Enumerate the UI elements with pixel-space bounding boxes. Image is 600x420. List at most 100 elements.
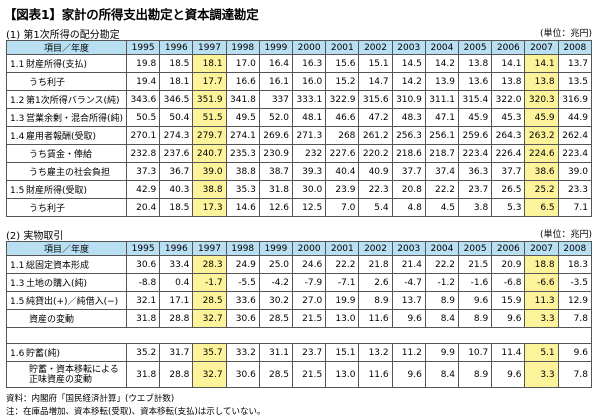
table-cell: 261.2 bbox=[358, 126, 393, 145]
table-cell: 8.4 bbox=[424, 309, 460, 328]
table-cell: 16.1 bbox=[258, 72, 294, 91]
table-cell: 12.6 bbox=[258, 198, 294, 217]
table-cell: 45.9 bbox=[458, 108, 493, 127]
table-cell: -1.2 bbox=[424, 273, 460, 292]
table-cell: 333.1 bbox=[292, 90, 327, 109]
table-cell: -3.5 bbox=[557, 273, 593, 292]
table-cell: 31.7 bbox=[159, 343, 194, 362]
row-label-text: 総固定資本形成 bbox=[26, 261, 90, 271]
table-cell: 39.0 bbox=[557, 162, 593, 181]
real-transactions-table: 項目／年度 1995 1996 1997 1998 1999 2000 2001 2002 200… bbox=[6, 241, 593, 388]
row-label: うち利子 bbox=[6, 72, 127, 91]
table-cell: 13.6 bbox=[458, 72, 493, 91]
section-label-real-transactions: (2) 実物取引 bbox=[6, 231, 64, 242]
footnote: 注：在庫品増加、資本移転(受取)、資本移転(支払)は示していない。 bbox=[6, 407, 266, 417]
table-cell: 23.3 bbox=[557, 180, 593, 199]
table-cell: 22.2 bbox=[424, 255, 460, 274]
table-row: 1.6 貯蓄(純) 35.2 31.7 35.7 33.2 31.1 23.7 15.1 13.2… bbox=[6, 343, 593, 362]
table-cell: 18.5 bbox=[159, 54, 194, 73]
table-cell: 5.1 bbox=[524, 343, 559, 362]
table-row: 1.5 財産所得(受取) 42.9 40.3 38.8 35.3 31.8 30.0 23.9 2… bbox=[6, 180, 593, 199]
table-cell: 28.5 bbox=[258, 361, 294, 388]
table-cell: 14.1 bbox=[491, 54, 526, 73]
table-cell: 9.6 bbox=[557, 343, 593, 362]
row-label-text: 営業余剰・混合所得(純) bbox=[26, 114, 124, 124]
table-cell: 279.7 bbox=[192, 126, 227, 145]
table-cell: 30.6 bbox=[225, 361, 260, 388]
figure-title: 【図表1】家計の所得支出勘定と資本調達勘定 bbox=[4, 7, 259, 22]
table-cell: 264.3 bbox=[491, 126, 526, 145]
table-cell: 11.4 bbox=[491, 343, 526, 362]
year-header: 2002 bbox=[358, 40, 393, 55]
row-label: うち雇主の社会負担 bbox=[6, 162, 127, 181]
table-cell: 37.7 bbox=[491, 162, 526, 181]
row-label: 貯蓄・資本移転による 正味資産の変動 bbox=[6, 361, 127, 388]
table-row: うち利子 20.4 18.5 17.3 14.6 12.6 12.5 7.0 5.4 4.8 4.5… bbox=[6, 198, 593, 217]
table-cell: 15.2 bbox=[325, 72, 360, 91]
row-label-text: 貯蓄・資本移転による bbox=[29, 364, 119, 375]
table-cell: 28.8 bbox=[159, 361, 194, 388]
table-cell: 37.7 bbox=[391, 162, 426, 181]
table-cell: 5.3 bbox=[491, 198, 526, 217]
table-cell: 31.8 bbox=[258, 180, 294, 199]
table-cell: 8.9 bbox=[358, 291, 393, 310]
table-cell: 14.7 bbox=[358, 72, 393, 91]
table-cell: 13.7 bbox=[557, 54, 593, 73]
table-cell: 39.3 bbox=[292, 162, 327, 181]
table-cell: 19.4 bbox=[125, 72, 161, 91]
table-cell: 20.8 bbox=[391, 180, 426, 199]
table-cell: 227.6 bbox=[325, 144, 360, 163]
table-cell: 17.3 bbox=[192, 198, 227, 217]
table-cell: 13.0 bbox=[325, 361, 360, 388]
table-row: 貯蓄・資本移転による 正味資産の変動 31.8 28.8 32.7 30.6 28.5 21.… bbox=[6, 361, 593, 388]
table-cell: 268 bbox=[325, 126, 360, 145]
table-cell: 351.9 bbox=[192, 90, 227, 109]
table-row: 資産の変動 31.8 28.8 32.7 30.6 28.5 21.5 13.0 11.6 9.6… bbox=[6, 309, 593, 328]
table-cell: 8.9 bbox=[458, 309, 493, 328]
table-cell: 50.4 bbox=[159, 108, 194, 127]
table-cell: 12.9 bbox=[557, 291, 593, 310]
table-cell: 17.7 bbox=[192, 72, 227, 91]
table-row: 1.2 第1次所得バランス(純) 343.6 346.5 351.9 341.8 337 33… bbox=[6, 90, 593, 109]
year-header: 1995 bbox=[125, 40, 161, 55]
row-label: うち賃金・俸給 bbox=[6, 144, 127, 163]
row-label-text: 土地の購入(純) bbox=[26, 279, 88, 289]
row-number: 1.1 bbox=[10, 60, 25, 70]
table-cell: 32.7 bbox=[192, 309, 227, 328]
year-header: 1998 bbox=[225, 241, 260, 256]
table-cell: 21.5 bbox=[458, 255, 493, 274]
table-cell: 40.3 bbox=[159, 180, 194, 199]
table-cell: 19.8 bbox=[125, 54, 161, 73]
table-cell: 24.6 bbox=[292, 255, 327, 274]
table-cell: 7.1 bbox=[557, 198, 593, 217]
table-cell: 13.8 bbox=[491, 72, 526, 91]
table-header-row: 項目／年度 1995 1996 1997 1998 1999 2000 2001 2002 200… bbox=[6, 40, 593, 55]
table-cell: 20.4 bbox=[125, 198, 161, 217]
table-cell: -4.7 bbox=[391, 273, 426, 292]
year-header: 2000 bbox=[292, 40, 327, 55]
table-cell: 256.1 bbox=[424, 126, 460, 145]
table-cell: 14.5 bbox=[391, 54, 426, 73]
table-cell: -1.6 bbox=[458, 273, 493, 292]
row-label: 1.3 土地の購入(純) bbox=[6, 273, 127, 292]
table-cell: 16.6 bbox=[225, 72, 260, 91]
table-cell: 38.8 bbox=[225, 162, 260, 181]
year-header: 1997 bbox=[192, 40, 227, 55]
table-cell: 3.3 bbox=[524, 361, 559, 388]
row-label: 1.2 第1次所得バランス(純) bbox=[6, 90, 127, 109]
table-cell: 25.0 bbox=[258, 255, 294, 274]
table-cell: -4.2 bbox=[258, 273, 294, 292]
table-cell: 18.8 bbox=[524, 255, 559, 274]
table-cell: 51.5 bbox=[192, 108, 227, 127]
table-cell: 30.6 bbox=[125, 255, 161, 274]
row-number: 1.6 bbox=[10, 349, 25, 359]
row-number: 1.5 bbox=[10, 297, 25, 307]
table-cell: 30.2 bbox=[258, 291, 294, 310]
table-cell: -5.5 bbox=[225, 273, 260, 292]
table-cell: 52.0 bbox=[258, 108, 294, 127]
table-cell: 23.9 bbox=[325, 180, 360, 199]
table-cell: 28.5 bbox=[258, 309, 294, 328]
table-cell: 9.6 bbox=[391, 361, 426, 388]
row-label-text: うち雇主の社会負担 bbox=[29, 168, 111, 178]
table-cell: 10.7 bbox=[458, 343, 493, 362]
